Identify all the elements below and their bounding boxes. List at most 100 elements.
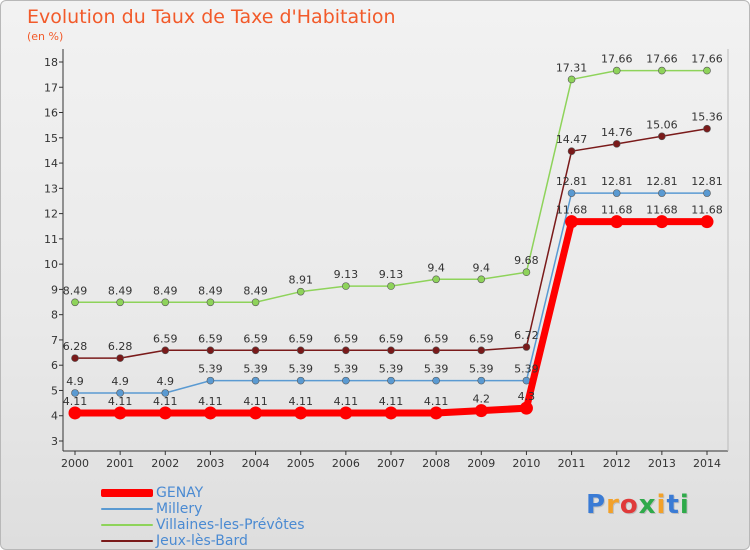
data-point [384, 406, 398, 420]
data-point [612, 189, 621, 197]
data-point [206, 298, 215, 307]
data-point [161, 298, 170, 307]
data-label: 8.91 [288, 274, 313, 287]
data-label: 5.39 [288, 363, 313, 376]
data-point [522, 268, 531, 277]
data-point [658, 66, 666, 75]
data-label: 8.49 [243, 284, 268, 297]
data-label: 11.68 [556, 204, 588, 217]
legend-swatch-millery [101, 508, 153, 510]
data-point [296, 287, 305, 296]
data-label: 17.31 [556, 61, 588, 74]
data-label: 4.11 [198, 395, 223, 408]
y-tick-label: 13 [44, 182, 58, 195]
logo-letter: x [638, 490, 657, 520]
data-point [567, 189, 576, 197]
data-point [477, 376, 486, 385]
legend-swatch-villaines [101, 524, 153, 526]
legend-swatch-jeux [101, 540, 153, 542]
data-point [251, 376, 260, 385]
data-label: 9.13 [379, 268, 404, 281]
data-point [71, 298, 79, 307]
logo-letter: P [586, 490, 607, 520]
data-label: 15.36 [691, 111, 723, 124]
data-point [477, 275, 486, 284]
data-label: 6.59 [334, 332, 359, 345]
data-label: 6.28 [108, 340, 133, 353]
data-point [116, 389, 124, 397]
data-label: 6.59 [424, 332, 449, 345]
y-tick-label: 17 [44, 81, 58, 94]
data-label: 14.76 [601, 126, 633, 139]
data-point [522, 376, 531, 385]
data-label: 8.49 [108, 284, 133, 297]
data-label: 4.2 [473, 393, 491, 406]
legend-label-villaines: Villaines-les-Prévôtes [156, 517, 305, 533]
y-tick-label: 7 [51, 334, 58, 347]
data-point [206, 376, 215, 385]
data-label: 8.49 [198, 284, 223, 297]
data-point [161, 389, 170, 397]
data-point [342, 282, 350, 290]
y-tick-label: 5 [51, 384, 58, 397]
data-label: 11.68 [691, 204, 723, 217]
data-point [203, 406, 217, 420]
data-point [294, 406, 308, 420]
x-tick-label: 2010 [512, 457, 540, 470]
data-point [71, 389, 79, 397]
data-point [432, 376, 440, 385]
data-label: 5.39 [514, 363, 539, 376]
data-label: 8.49 [153, 284, 178, 297]
data-label: 6.59 [198, 332, 223, 345]
data-point [612, 140, 621, 148]
legend-label-millery: Millery [156, 501, 203, 517]
data-point [251, 346, 260, 355]
data-label: 4.9 [111, 375, 129, 388]
x-tick-label: 2004 [242, 457, 270, 470]
data-label: 5.39 [379, 363, 404, 376]
data-label: 6.28 [63, 340, 88, 353]
y-tick-label: 9 [51, 283, 58, 296]
data-point [655, 215, 669, 229]
proxiti-logo: Proxiti [586, 490, 690, 520]
data-label: 5.39 [334, 363, 359, 376]
data-label: 4.11 [334, 395, 359, 408]
data-point [387, 376, 395, 385]
data-point [206, 346, 215, 355]
data-point [565, 215, 579, 229]
data-point [387, 282, 395, 290]
data-label: 12.81 [601, 175, 633, 188]
data-point [658, 132, 666, 141]
y-tick-label: 3 [51, 435, 58, 448]
data-point [158, 406, 172, 420]
data-label: 6.59 [153, 332, 178, 345]
data-point [703, 124, 711, 133]
y-tick-label: 8 [51, 309, 58, 322]
data-point [251, 298, 260, 307]
data-label: 9.4 [427, 261, 445, 274]
data-point [432, 275, 440, 284]
data-label: 17.66 [691, 53, 723, 66]
data-point [342, 346, 350, 355]
data-label: 5.39 [424, 363, 449, 376]
y-tick-label: 15 [44, 132, 58, 145]
data-label: 9.4 [473, 261, 491, 274]
x-tick-label: 2006 [332, 457, 360, 470]
y-tick-label: 11 [44, 233, 58, 246]
data-point [432, 346, 440, 355]
data-label: 17.66 [646, 53, 678, 66]
data-point [161, 346, 170, 355]
data-label: 17.66 [601, 53, 633, 66]
data-label: 6.59 [469, 332, 494, 345]
data-label: 4.11 [108, 395, 133, 408]
x-tick-label: 2011 [558, 457, 586, 470]
logo-letter: t [666, 490, 680, 520]
data-label: 9.68 [514, 254, 539, 267]
data-label: 9.13 [334, 268, 359, 281]
data-point [68, 406, 82, 420]
x-tick-label: 2009 [467, 457, 495, 470]
data-point [703, 66, 711, 75]
data-point [113, 406, 127, 420]
